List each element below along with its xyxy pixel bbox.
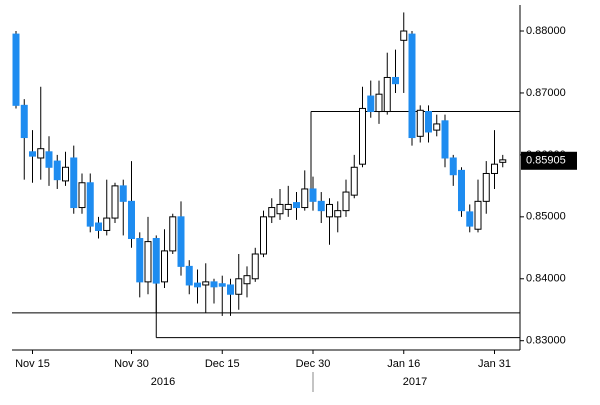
candle-body	[425, 111, 432, 133]
candle-body	[103, 217, 111, 231]
candle-body	[309, 188, 317, 202]
candle-body	[260, 216, 267, 255]
candle-body	[111, 185, 119, 219]
x-tick-label: Jan 31	[478, 358, 511, 370]
candle-body	[367, 95, 375, 113]
last-price-label: 0.85905	[526, 155, 566, 167]
candle-body	[342, 191, 350, 212]
candle-body	[78, 182, 86, 209]
candle-body	[218, 283, 226, 287]
candle-body	[301, 188, 309, 209]
candle-body	[441, 120, 449, 159]
candle-body	[194, 282, 201, 288]
candle-body	[251, 253, 259, 280]
candle-body	[136, 238, 144, 283]
x-tick-label: Jan 16	[387, 358, 420, 370]
candle-body	[202, 281, 210, 286]
candle-body	[177, 216, 185, 267]
x-tick-label: Dec 15	[205, 358, 240, 370]
candle-body	[293, 202, 300, 209]
candle-body	[284, 203, 292, 210]
candle-body	[243, 275, 251, 285]
candle-body	[491, 163, 498, 174]
x-tick-label: Nov 30	[114, 358, 149, 370]
y-tick-label: 0.84000	[526, 273, 566, 285]
candle-body	[482, 172, 490, 202]
x-tick-label: Nov 15	[15, 358, 50, 370]
candle-body	[400, 30, 408, 41]
candle-body	[53, 160, 61, 181]
last-price-box	[521, 151, 577, 170]
candle-body	[392, 76, 399, 85]
candle-body	[474, 200, 482, 230]
candle-body	[359, 107, 366, 165]
candle-body	[95, 222, 102, 231]
candle-body	[334, 210, 342, 218]
candle-body	[119, 185, 127, 202]
y-tick-label: 0.88000	[526, 25, 566, 37]
candle-body	[227, 284, 234, 295]
candle-body	[12, 33, 20, 106]
candle-body	[408, 33, 416, 139]
candle-body	[152, 238, 160, 284]
year-label: 2017	[403, 376, 427, 388]
candle-body	[70, 157, 78, 209]
candle-body	[317, 200, 325, 212]
candle-body	[350, 166, 358, 196]
candle-body	[383, 76, 391, 113]
candle-body	[276, 203, 284, 215]
candle-body	[458, 169, 465, 212]
candle-body	[185, 265, 193, 286]
candle-body	[375, 93, 383, 113]
candle-body	[29, 151, 36, 157]
candle-body	[37, 148, 45, 159]
candle-body	[161, 250, 168, 283]
year-label: 2016	[151, 376, 175, 388]
y-tick-label: 0.83000	[526, 335, 566, 347]
candle-body	[62, 166, 69, 182]
y-tick-label: 0.85000	[526, 211, 566, 223]
candle-body	[499, 159, 507, 163]
x-tick-label: Dec 30	[296, 358, 331, 370]
candle-body	[433, 123, 441, 131]
candle-body	[416, 109, 424, 137]
candle-body	[169, 216, 177, 252]
candle-body	[128, 200, 135, 240]
candle-body	[449, 157, 457, 176]
candle-body	[466, 211, 474, 227]
candle-body	[20, 104, 28, 139]
candle-body	[210, 281, 218, 288]
candle-body	[45, 151, 53, 168]
candle-body	[326, 203, 333, 218]
y-tick-label: 0.87000	[526, 87, 566, 99]
candle-body	[268, 207, 276, 218]
candle-body	[235, 278, 243, 295]
candle-body	[86, 182, 94, 227]
candle-body	[144, 241, 152, 283]
